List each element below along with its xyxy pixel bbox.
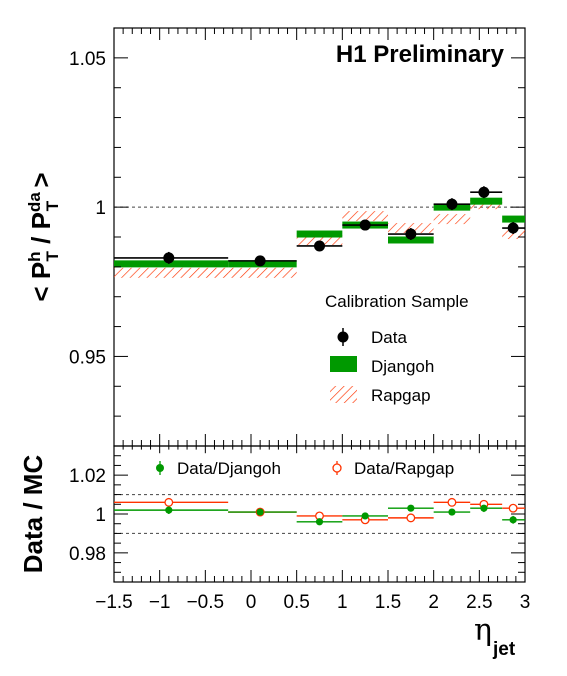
legend-item-data-rapgap: Data/Rapgap (332, 459, 454, 478)
ylabel-sup-da: da (25, 192, 44, 212)
ratio-rapgap-point-4 (406, 513, 416, 523)
xtick-label-2: −0.5 (187, 592, 225, 613)
xtick-label-1: −1 (149, 592, 171, 613)
djangoh-band-6 (470, 197, 503, 205)
legend-item-djangoh: Djangoh (330, 356, 434, 376)
ratio-djangoh-point-1 (256, 508, 264, 516)
rapgap-band-3 (342, 211, 388, 222)
rapgap-band-1 (228, 267, 297, 278)
data-point-4 (405, 228, 417, 240)
legend-item-rapgap: Rapgap (330, 386, 431, 405)
data-point-5 (446, 198, 458, 210)
legend-item-data-djangoh: Data/Djangoh (156, 459, 281, 478)
ylabel-part-slash: / P (26, 212, 56, 251)
ratio-panel-grid (114, 494, 525, 534)
top-ytick-label-0: 0.95 (69, 347, 106, 368)
ratio-ylabel: Data / MC (18, 455, 48, 574)
legend-rapgap-swatch (330, 386, 357, 403)
ratio-rapgap-point-0 (164, 497, 174, 507)
legend-djangoh-swatch (330, 356, 357, 372)
legend-ratio-djangoh-marker (156, 464, 164, 472)
legend-data-marker (337, 331, 349, 343)
rapgap-band-0 (114, 267, 229, 278)
xtick-label-3: 0 (246, 592, 257, 613)
top-ylabel: < PhT / PdaT > (25, 172, 62, 301)
legend-djangoh-label: Djangoh (371, 357, 434, 376)
legend-item-data: Data (337, 328, 407, 347)
ylabel-sub-T2: T (43, 200, 62, 211)
data-point-3 (359, 219, 371, 231)
top-ytick-label-2: 1.05 (69, 49, 106, 70)
djangoh-band-0 (114, 260, 229, 268)
ratio-djangoh-point-6 (480, 504, 488, 512)
legend-ratio-djangoh-label: Data/Djangoh (177, 459, 281, 478)
ylabel-sup-h: h (25, 251, 44, 261)
ratio-djangoh-point-7 (509, 516, 517, 524)
top-ytick-label-1: 1 (95, 198, 106, 219)
data-point-2 (314, 240, 325, 252)
xtick-label-9: 3 (520, 592, 531, 613)
ratio-rapgap-point-7 (508, 503, 518, 513)
ratio-djangoh-point-3 (361, 512, 369, 520)
legend-data-label: Data (371, 328, 407, 347)
ratio-rapgap-point-5 (447, 497, 457, 507)
top-ylabel-group: < PhT / PdaT > (25, 172, 62, 301)
top-panel-marks (114, 186, 525, 278)
djangoh-band-7 (502, 215, 525, 223)
xtick-label-6: 1.5 (375, 592, 401, 613)
ylabel-part-open: < P (26, 262, 56, 302)
legend-ratio-rapgap-marker (332, 463, 342, 473)
xtick-label-0: −1.5 (95, 592, 133, 613)
rapgap-band-5 (433, 214, 471, 225)
legend-ratio-rapgap-label: Data/Rapgap (354, 459, 454, 478)
figure-label: H1 Preliminary (336, 41, 505, 68)
data-point-6 (478, 186, 490, 198)
data-point-1 (254, 255, 266, 267)
ratio-djangoh-point-2 (315, 518, 324, 526)
data-point-7 (507, 222, 519, 234)
xtick-label-8: 2.5 (466, 592, 492, 613)
rapgap-band-2 (296, 234, 343, 245)
xtick-label-5: 1 (337, 592, 348, 613)
ylabel-sub-T1: T (43, 250, 62, 261)
djangoh-band-2 (296, 230, 343, 238)
xtick-label-4: 0.5 (283, 592, 309, 613)
data-point-0 (163, 252, 175, 264)
legend-rapgap-label: Rapgap (371, 386, 431, 405)
ratio-panel-marks (114, 497, 525, 526)
ratio-ytick-label-1: 1 (95, 505, 106, 526)
ratio-ytick-label-2: 1.02 (69, 466, 106, 487)
x-axis-label-eta: η (474, 613, 492, 648)
legend-title: Calibration Sample (325, 292, 469, 311)
ylabel-part-close: > (26, 172, 56, 194)
x-axis-label-sub: jet (492, 639, 516, 660)
ratio-ytick-label-0: 0.98 (69, 544, 106, 565)
ratio-djangoh-point-5 (448, 508, 456, 516)
ratio-djangoh-point-0 (165, 506, 173, 514)
axis-ticks: 0.95 1 1.05 0.98 1 1.02 −1.5 −1 −0.5 0 0.5 1 1.5 2 2.5… (69, 27, 531, 613)
xtick-label-7: 2 (428, 592, 439, 613)
ratio-djangoh-point-4 (407, 504, 415, 512)
